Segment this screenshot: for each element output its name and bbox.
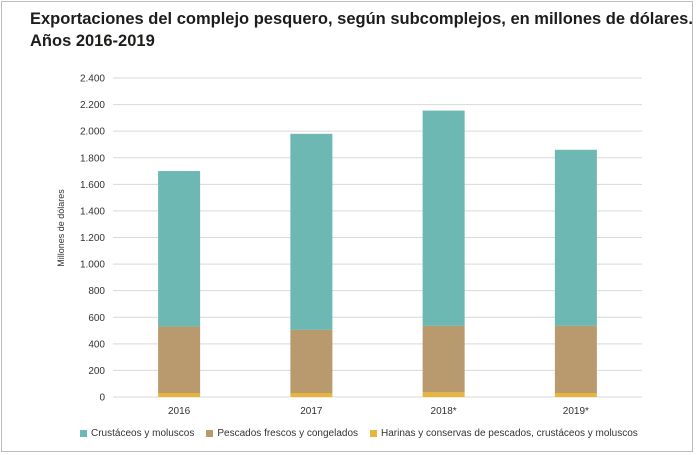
- x-tick-label-1: 2017: [300, 406, 323, 417]
- x-tick-label-2: 2018*: [431, 406, 457, 417]
- y-tick-label-800: 800: [88, 286, 105, 297]
- bars: [158, 110, 597, 397]
- bar-pescados-2: [422, 325, 465, 393]
- y-tick-label-1600: 1.600: [80, 180, 105, 191]
- legend-item-pescados: Pescados frescos y congelados: [206, 428, 358, 439]
- bar-crustaceos-1: [290, 133, 333, 330]
- y-tick-label-400: 400: [88, 339, 105, 350]
- y-tick-label-2400: 2.400: [80, 74, 105, 85]
- bar-harinas-1: [290, 393, 333, 397]
- y-tick-label-600: 600: [88, 313, 105, 324]
- legend-item-crustaceos: Crustáceos y moluscos: [80, 428, 194, 439]
- legend-item-harinas: Harinas y conservas de pescados, crustác…: [370, 428, 638, 439]
- legend-swatch-crustaceos: [80, 430, 87, 437]
- y-tick-label-2000: 2.000: [80, 127, 105, 138]
- bar-pescados-0: [158, 326, 201, 394]
- chart-title: Exportaciones del complejo pesquero, seg…: [30, 8, 693, 52]
- y-axis-ticks: 0 200 400 600 800 1.000 1.200 1.400 1.600 1.800 2.…: [80, 74, 105, 404]
- chart-title-line-1: Exportaciones del complejo pesquero, seg…: [30, 10, 693, 28]
- x-tick-label-3: 2019*: [563, 406, 589, 417]
- bar-harinas-3: [554, 393, 597, 397]
- y-tick-label-1000: 1.000: [80, 260, 105, 271]
- y-tick-label-0: 0: [99, 393, 105, 404]
- y-tick-label-200: 200: [88, 366, 105, 377]
- bar-pescados-1: [290, 329, 333, 394]
- stacked-bar-chart: 0 200 400 600 800 1.000 1.200 1.400 1.600 1.800 2.…: [56, 74, 642, 417]
- y-axis-label: Millones de dólares: [56, 189, 66, 267]
- bar-harinas-2: [422, 392, 465, 397]
- legend-label-harinas: Harinas y conservas de pescados, crustác…: [381, 428, 638, 439]
- bar-harinas-0: [158, 393, 201, 397]
- x-tick-label-0: 2016: [168, 406, 191, 417]
- legend-swatch-pescados: [206, 430, 214, 437]
- y-tick-label-1800: 1.800: [80, 153, 105, 164]
- chart-title-line-2: Años 2016-2019: [30, 32, 155, 50]
- legend-label-pescados: Pescados frescos y congelados: [217, 428, 359, 439]
- bar-pescados-3: [554, 325, 597, 394]
- y-tick-label-1200: 1.200: [80, 233, 105, 244]
- y-tick-label-2200: 2.200: [80, 100, 105, 111]
- y-tick-label-1400: 1.400: [80, 206, 105, 217]
- bar-crustaceos-0: [158, 171, 201, 327]
- x-axis-ticks: 2016 2017 2018* 2019*: [168, 406, 589, 417]
- chart-legend: Crustáceos y moluscos Pescados frescos y…: [80, 428, 638, 439]
- gridlines: [113, 77, 642, 398]
- legend-swatch-harinas: [370, 430, 378, 437]
- legend-label-crustaceos: Crustáceos y moluscos: [91, 428, 195, 439]
- bar-crustaceos-3: [554, 149, 597, 326]
- bar-crustaceos-2: [422, 110, 465, 326]
